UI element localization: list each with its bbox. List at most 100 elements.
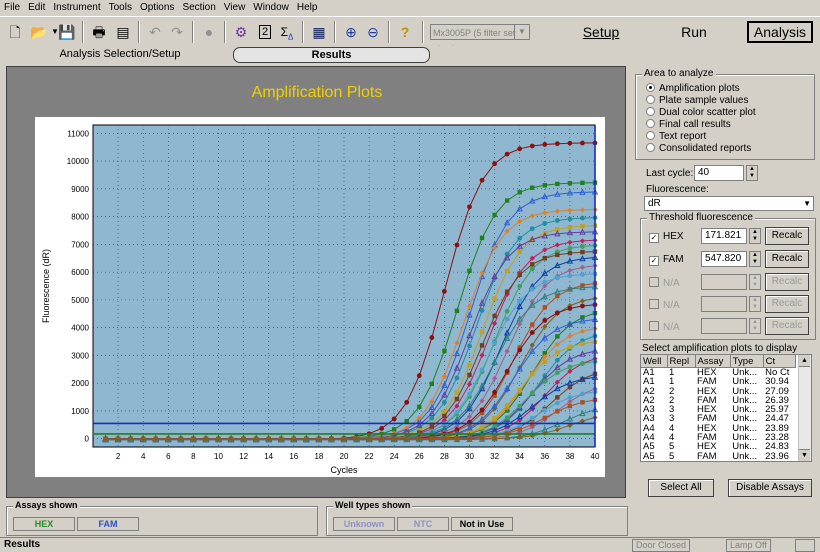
radio-final-call-results[interactable]: Final call results <box>646 119 731 131</box>
na-threshold-spinner-2[interactable]: ▲ ▼ <box>749 296 761 312</box>
redo-icon[interactable]: ↷ <box>171 24 183 40</box>
na-threshold-input-1[interactable] <box>701 274 747 290</box>
print-preview-icon[interactable]: ▤ <box>116 24 130 40</box>
data-point <box>542 359 547 364</box>
disable-assays-button[interactable]: Disable Assays <box>728 479 812 497</box>
menu-window[interactable]: Window <box>253 2 289 13</box>
select-all-button[interactable]: Select All <box>648 479 714 497</box>
table-row[interactable]: A2 2 FAM Unk... 26.39 <box>641 395 796 405</box>
tab-results[interactable]: Results <box>233 47 430 63</box>
amplification-chart[interactable]: 2 4 6 8 10 12 14 16 18 20 22 24 26 28 30 32 34 36 38 40 0 100… <box>35 117 605 477</box>
col-assay[interactable]: Assay <box>695 355 731 368</box>
welltype-tag-unknown[interactable]: Unknown <box>333 517 395 531</box>
assay-tag-fam[interactable]: FAM <box>77 517 139 531</box>
menu-edit[interactable]: Edit <box>28 2 46 13</box>
lightbulb-icon[interactable]: ● <box>204 24 214 40</box>
setup-button[interactable]: Setup <box>582 24 620 40</box>
data-point <box>566 229 574 236</box>
na-threshold-spinner-3[interactable]: ▲ ▼ <box>749 318 761 334</box>
table-row[interactable]: A5 5 FAM Unk... 23.96 <box>641 450 796 462</box>
last-cycle-spinner[interactable]: ▲ ▼ <box>746 165 758 181</box>
undo-icon[interactable]: ↶ <box>149 24 161 40</box>
analysis-button[interactable]: Analysis <box>747 21 813 43</box>
na-threshold-input-2[interactable] <box>701 296 747 312</box>
table-scrollbar[interactable]: ▲ ▼ <box>798 355 811 461</box>
table-row[interactable]: A5 5 HEX Unk... 24.83 <box>641 442 796 452</box>
na-threshold-checkbox-2[interactable]: N/A <box>649 299 680 311</box>
welltype-tag-not-in-use[interactable]: Not in Use <box>451 517 513 531</box>
sigma-icon[interactable]: ΣΔ <box>280 25 294 42</box>
data-point <box>416 415 422 421</box>
table-row[interactable]: A1 1 FAM Unk... 30.94 <box>641 377 796 387</box>
data-point <box>266 436 272 442</box>
na-recalc-button-2[interactable]: Recalc <box>765 295 809 313</box>
grid-icon[interactable]: ▦ <box>312 24 326 40</box>
menu-tools[interactable]: Tools <box>108 2 132 13</box>
col-type[interactable]: Type <box>730 355 764 368</box>
radio-text-report[interactable]: Text report <box>646 131 706 143</box>
menu-file[interactable]: File <box>4 2 21 13</box>
data-point <box>454 375 460 381</box>
tab-analysis-setup[interactable]: Analysis Selection/Setup <box>59 48 181 60</box>
last-cycle-input[interactable]: 40 <box>694 165 744 181</box>
col-ct[interactable]: Ct <box>763 355 797 368</box>
well-table[interactable]: Well Repl Assay Type Ct A1 1 HEX Unk... No C… <box>640 354 812 462</box>
table-row[interactable]: A4 4 HEX Unk... 23.89 <box>641 423 796 433</box>
assay-tag-hex[interactable]: HEX <box>13 517 75 531</box>
scroll-down-icon[interactable]: ▼ <box>799 449 810 461</box>
table-row[interactable]: A4 4 FAM Unk... 23.28 <box>641 433 796 443</box>
radio-plate-sample-values[interactable]: Plate sample values <box>646 95 749 107</box>
col-well[interactable]: Well <box>641 355 668 368</box>
menu-view[interactable]: View <box>223 2 246 13</box>
radio-consolidated-reports[interactable]: Consolidated reports <box>646 143 751 155</box>
help-icon[interactable]: ? <box>400 24 410 40</box>
radio-dual-color-scatter[interactable]: Dual color scatter plot <box>646 107 756 119</box>
na-threshold-spinner-1[interactable]: ▲ ▼ <box>749 274 761 290</box>
print-icon[interactable]: 🖶 <box>92 24 106 40</box>
data-point <box>554 400 560 406</box>
hex-threshold-input[interactable]: 171.821 <box>701 228 747 244</box>
menu-options[interactable]: Options <box>139 2 175 13</box>
hex-threshold-checkbox[interactable]: ✓ HEX <box>649 231 684 243</box>
fam-threshold-spinner[interactable]: ▲ ▼ <box>749 251 761 267</box>
na-threshold-input-3[interactable] <box>701 318 747 334</box>
open-dropdown-icon[interactable]: ▼ <box>51 27 59 36</box>
na-recalc-button-1[interactable]: Recalc <box>765 273 809 291</box>
table-row[interactable]: A3 3 HEX Unk... 25.97 <box>641 405 796 415</box>
menu-section[interactable]: Section <box>182 2 216 13</box>
na-threshold-checkbox-3[interactable]: N/A <box>649 321 680 333</box>
open-folder-icon[interactable]: 📂 <box>30 24 48 40</box>
hex-threshold-spinner[interactable]: ▲ ▼ <box>749 228 761 244</box>
data-point <box>454 308 460 314</box>
col-repl[interactable]: Repl <box>667 355 696 368</box>
fluorescence-select[interactable]: dR ▼ <box>644 196 814 211</box>
fam-threshold-checkbox[interactable]: ✓ FAM <box>649 254 684 266</box>
na-recalc-button-3[interactable]: Recalc <box>765 317 809 335</box>
new-file-icon[interactable]: 🗋 <box>9 24 21 40</box>
fam-threshold-input[interactable]: 547.820 <box>701 251 747 267</box>
hex-recalc-button[interactable]: Recalc <box>765 227 809 245</box>
table-row[interactable]: A2 2 HEX Unk... 27.09 <box>641 386 796 396</box>
na-threshold-checkbox-1[interactable]: N/A <box>649 277 680 289</box>
zoom-out-icon[interactable]: ⊖ <box>367 24 379 40</box>
zoom-in-icon[interactable]: ⊕ <box>345 24 357 40</box>
fam-recalc-button[interactable]: Recalc <box>765 250 809 268</box>
plate-icon[interactable]: ⚙ <box>234 24 248 40</box>
menu-help[interactable]: Help <box>296 2 318 13</box>
data-point <box>467 391 472 397</box>
scroll-up-icon[interactable]: ▲ <box>799 355 810 367</box>
save-icon[interactable]: 💾 <box>58 24 76 40</box>
instrument-select[interactable]: Mx3005P (5 filter set plate) ▼ <box>430 24 530 54</box>
table-row[interactable]: A1 1 HEX Unk... No Ct <box>641 368 796 378</box>
table-cell: A5 <box>643 450 655 462</box>
table-row[interactable]: A3 3 FAM Unk... 24.47 <box>641 414 796 424</box>
run-button[interactable]: Run <box>681 24 707 40</box>
radio-amplification-plots[interactable]: Amplification plots <box>646 83 740 95</box>
dye-icon[interactable]: 2 <box>254 21 276 43</box>
menu-instrument[interactable]: Instrument <box>53 2 101 13</box>
data-point <box>580 341 585 346</box>
welltype-tag-ntc[interactable]: NTC <box>397 517 449 531</box>
last-cycle-label: Last cycle: <box>646 168 694 179</box>
chevron-down-icon: ▼ <box>803 199 811 208</box>
chart-svg[interactable]: 2 4 6 8 10 12 14 16 18 20 22 24 26 28 30 32 34 36 38 400100… <box>35 117 605 477</box>
